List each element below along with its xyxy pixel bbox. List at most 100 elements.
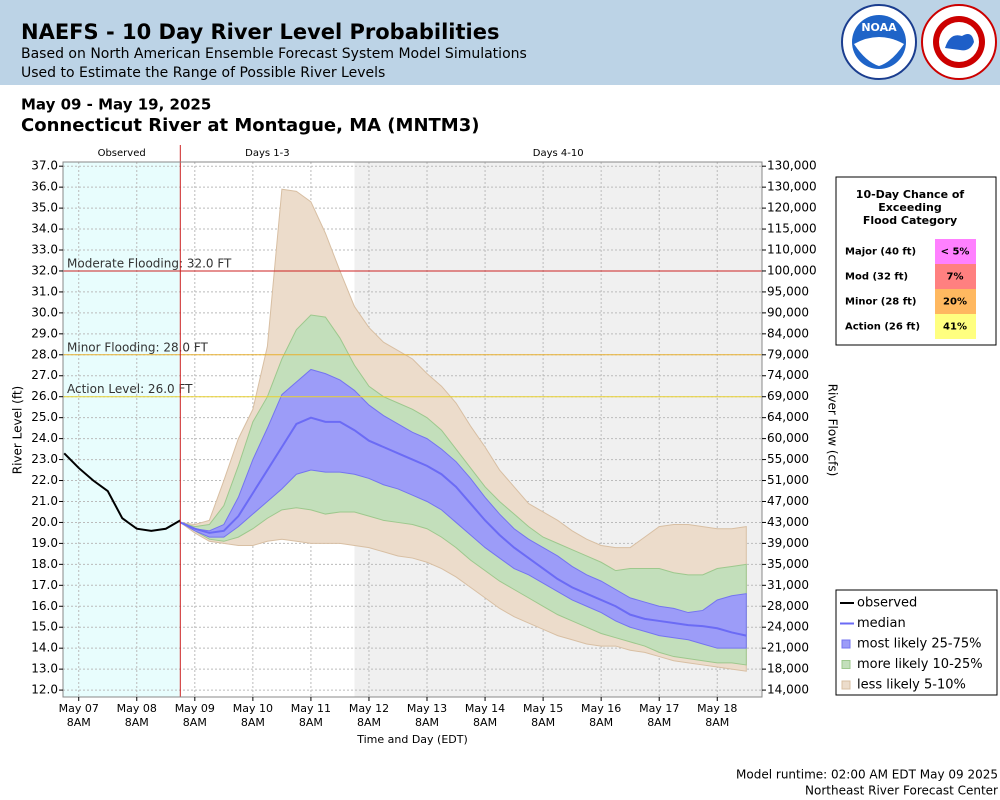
y-tick-label: 29.0 xyxy=(31,326,58,340)
y-tick-label: 22.0 xyxy=(31,473,58,487)
plot-frame xyxy=(62,161,763,698)
y2-tick-label: 115,000 xyxy=(767,222,817,236)
nws-logo xyxy=(921,4,997,80)
y-tick-label: 36.0 xyxy=(31,180,58,194)
y-axis-label: River Level (ft) xyxy=(11,386,25,474)
x-tick-label: 8AM xyxy=(647,716,671,729)
y2-tick-label: 120,000 xyxy=(767,201,817,215)
chance-label: Major (40 ft) xyxy=(845,247,916,258)
x-tick-label: 8AM xyxy=(705,716,729,729)
y2-tick-label: 43,000 xyxy=(767,515,809,529)
flood-level-label: Moderate Flooding: 32.0 FT xyxy=(67,256,232,270)
header-band xyxy=(0,0,1000,85)
y2-tick-label: 130,000 xyxy=(767,180,817,194)
y-tick-label: 33.0 xyxy=(31,243,58,257)
x-axis-label: Time and Day (EDT) xyxy=(356,733,468,746)
y2-tick-label: 110,000 xyxy=(767,243,817,257)
y-tick-label: 20.0 xyxy=(31,515,58,529)
legend-swatch xyxy=(841,680,851,690)
chance-value: 41% xyxy=(943,322,967,333)
region-label: Observed xyxy=(98,148,146,159)
x-tick-label: May 11 xyxy=(291,702,331,715)
legend-swatch xyxy=(841,639,851,649)
chance-cell xyxy=(935,289,976,314)
x-tick-label: 8AM xyxy=(183,716,207,729)
x-tick-label: May 14 xyxy=(465,702,505,715)
chance-cell xyxy=(935,239,976,264)
legend-label: observed xyxy=(857,596,917,611)
y-tick-label: 37.0 xyxy=(31,159,58,173)
y2-tick-label: 69,000 xyxy=(767,389,809,403)
chance-title: 10-Day Chance of xyxy=(856,188,965,201)
y2-tick-label: 60,000 xyxy=(767,431,809,445)
x-tick-label: May 15 xyxy=(523,702,563,715)
x-tick-label: 8AM xyxy=(241,716,265,729)
y-tick-label: 34.0 xyxy=(31,222,58,236)
chance-cell xyxy=(935,264,976,289)
y2-tick-label: 130,000 xyxy=(767,159,817,173)
region xyxy=(63,162,181,697)
y-tick-label: 21.0 xyxy=(31,494,58,508)
y2-tick-label: 28,000 xyxy=(767,599,809,613)
y-tick-label: 27.0 xyxy=(31,368,58,382)
x-tick-label: 8AM xyxy=(415,716,439,729)
y-tick-label: 25.0 xyxy=(31,410,58,424)
y2-tick-label: 64,000 xyxy=(767,410,809,424)
flood-level-label: Minor Flooding: 28.0 FT xyxy=(67,340,209,354)
x-tick-label: May 10 xyxy=(233,702,273,715)
logo-text: NOAA xyxy=(861,21,897,34)
chance-value: < 5% xyxy=(941,247,970,258)
x-tick-label: 8AM xyxy=(125,716,149,729)
y2-tick-label: 21,000 xyxy=(767,641,809,655)
observed-line xyxy=(63,452,181,532)
x-tick-label: May 17 xyxy=(639,702,679,715)
y-tick-label: 23.0 xyxy=(31,452,58,466)
y-tick-label: 12.0 xyxy=(31,683,58,697)
chance-value: 20% xyxy=(943,297,967,308)
chance-cell xyxy=(935,314,976,339)
y2-tick-label: 100,000 xyxy=(767,263,817,277)
x-tick-label: 8AM xyxy=(473,716,497,729)
x-tick-label: May 07 xyxy=(59,702,99,715)
y-tick-label: 26.0 xyxy=(31,389,58,403)
x-tick-label: May 08 xyxy=(117,702,157,715)
header-subtitle: Based on North American Ensemble Forecas… xyxy=(21,46,527,62)
x-tick-label: 8AM xyxy=(357,716,381,729)
plot: Observed Days 1-3 Days 4-10 Moderate Floodi… xyxy=(11,145,998,746)
region-label: Days 4-10 xyxy=(533,148,584,159)
y-tick-label: 28.0 xyxy=(31,347,58,361)
y2-tick-label: 79,000 xyxy=(767,347,809,361)
y2-axis-label: River Flow (cfs) xyxy=(826,384,840,477)
y2-tick-label: 14,000 xyxy=(767,683,809,697)
legend xyxy=(835,589,998,696)
x-tick-label: May 18 xyxy=(697,702,737,715)
x-tick-label: May 12 xyxy=(349,702,389,715)
y2-tick-label: 39,000 xyxy=(767,536,809,550)
chance-value: 7% xyxy=(947,272,964,283)
y2-tick-label: 55,000 xyxy=(767,452,809,466)
legend-label: median xyxy=(857,616,906,631)
footer-center: Northeast River Forecast Center xyxy=(805,784,998,798)
y-tick-label: 13.0 xyxy=(31,662,58,676)
y2-tick-label: 84,000 xyxy=(767,326,809,340)
y2-tick-label: 74,000 xyxy=(767,368,809,382)
y2-tick-label: 47,000 xyxy=(767,494,809,508)
y-tick-label: 17.0 xyxy=(31,578,58,592)
noaa-logo: NOAA xyxy=(841,4,917,80)
chance-title: Exceeding xyxy=(878,201,941,214)
legend-label: more likely 10-25% xyxy=(857,657,983,672)
chance-label: Mod (32 ft) xyxy=(845,272,908,283)
x-tick-label: 8AM xyxy=(531,716,555,729)
y-tick-label: 35.0 xyxy=(31,201,58,215)
flood-level-label: Action Level: 26.0 FT xyxy=(67,382,193,396)
y-tick-label: 31.0 xyxy=(31,284,58,298)
y2-tick-label: 24,000 xyxy=(767,620,809,634)
y2-tick-label: 90,000 xyxy=(767,305,809,319)
y-tick-label: 16.0 xyxy=(31,599,58,613)
x-tick-label: 8AM xyxy=(299,716,323,729)
y2-tick-label: 18,000 xyxy=(767,662,809,676)
header-subtitle: Used to Estimate the Range of Possible R… xyxy=(21,65,385,81)
median-line xyxy=(179,416,747,637)
chance-label: Action (26 ft) xyxy=(845,322,920,333)
